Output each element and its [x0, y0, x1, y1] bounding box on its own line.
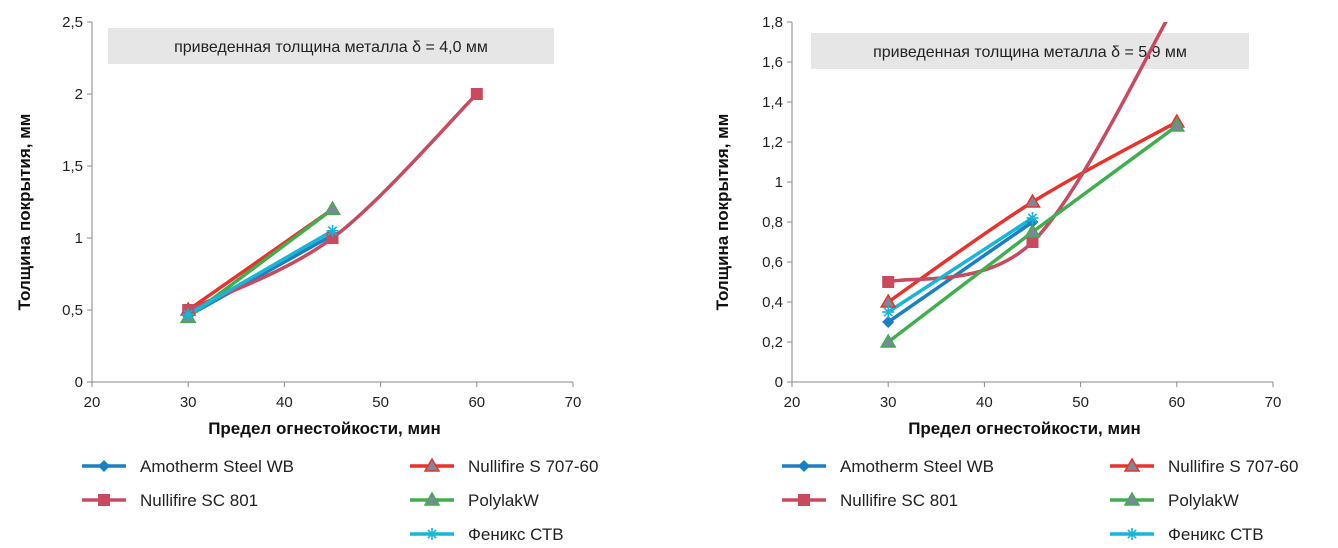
y-tick-label: 0,2	[762, 334, 783, 351]
data-point-феникс-ств	[1026, 212, 1039, 224]
data-point-amotherm-steel-wb	[882, 316, 895, 328]
x-tick-label: 40	[976, 394, 993, 411]
y-tick-label: 2,5	[62, 14, 83, 31]
data-point-polylakw	[879, 333, 897, 348]
y-axis-title: Толщина покрытия, мм	[713, 114, 732, 311]
annotation-box: приведенная толщина металла δ = 4,0 мм	[108, 28, 554, 64]
legend: Amotherm Steel WB Nullifire S 707-60 Nulli…	[82, 457, 598, 544]
legend: Amotherm Steel WB Nullifire S 707-60 Nulli…	[782, 457, 1298, 544]
x-tick-label: 70	[565, 394, 582, 411]
legend-marker	[98, 460, 110, 472]
series-line-феникс-ств	[886, 216, 1035, 314]
y-tick-label: 0,5	[62, 302, 83, 319]
legend-label: PolylakW	[1168, 491, 1239, 510]
x-tick-label: 60	[468, 394, 485, 411]
data-point-polylakw	[1168, 117, 1186, 132]
x-tick-label: 50	[372, 394, 389, 411]
y-tick-label: 1,4	[762, 94, 783, 111]
legend-label: PolylakW	[468, 491, 539, 510]
legend-item: Nullifire S 707-60	[410, 457, 598, 476]
data-point-polylakw	[1024, 223, 1041, 238]
series-line-nullifire-sc-801	[886, 22, 1168, 284]
data-point-nullifire-sc-801	[326, 232, 339, 244]
data-point-nullifire-sc-801	[1026, 236, 1039, 248]
legend-label: Nullifire SC 801	[840, 491, 958, 510]
x-tick-label: 20	[84, 394, 101, 411]
legend-marker	[1126, 528, 1138, 540]
legend-label: Феникс СТВ	[1168, 525, 1264, 544]
chart-1: 0 0,5 1 1,5 2 2,5 20 30 40 50 60 70 Предел огнестойк…	[15, 14, 598, 544]
x-tick-label: 70	[1265, 394, 1282, 411]
data-point-nullifire-sc-801	[470, 88, 483, 100]
y-tick-label: 0	[75, 374, 83, 391]
y-tick-label: 1,5	[62, 158, 83, 175]
x-tick-label: 60	[1168, 394, 1185, 411]
legend-item: Феникс СТВ	[410, 525, 564, 544]
legend-label: Nullifire S 707-60	[1168, 457, 1298, 476]
series-group	[879, 22, 1186, 348]
chart-2: 0 0,2 0,4 0,6 0,8 1 1,2 1,4 1,6 1,8 20 30 40 50 60 70 Пр…	[713, 14, 1298, 544]
x-tick-label: 30	[880, 394, 897, 411]
x-axis-title: Предел огнестойкости, мин	[908, 419, 1141, 438]
legend-item: PolylakW	[1110, 491, 1239, 510]
x-axis-title: Предел огнестойкости, мин	[208, 419, 441, 438]
legend-label: Amotherm Steel WB	[840, 457, 994, 476]
y-tick-label: 1,2	[762, 134, 783, 151]
series-line-феникс-ств	[186, 229, 335, 317]
annotation-background	[811, 33, 1249, 69]
y-tick-label: 1	[775, 174, 783, 191]
annotation-background	[108, 28, 554, 64]
annotation-text: приведенная толщина металла δ = 5,9 мм	[873, 44, 1187, 61]
series-group	[179, 88, 483, 323]
legend-item: Nullifire SC 801	[782, 491, 958, 510]
legend-label: Феникс СТВ	[468, 525, 564, 544]
annotation-box: приведенная толщина металла δ = 5,9 мм	[811, 33, 1249, 69]
y-tick-label: 0,6	[762, 254, 783, 271]
legend-marker	[426, 528, 438, 540]
legend-item: Nullifire SC 801	[82, 491, 258, 510]
legend-item: Феникс СТВ	[1110, 525, 1264, 544]
legend-marker	[798, 494, 810, 506]
data-point-polylakw	[324, 200, 341, 215]
legend-marker	[423, 457, 441, 472]
data-point-феникс-ств	[882, 306, 895, 318]
legend-item: PolylakW	[410, 491, 539, 510]
data-point-nullifire-s-707-60	[1024, 193, 1041, 208]
legend-marker	[1123, 457, 1141, 472]
legend-marker	[98, 494, 110, 506]
series-line-amotherm-steel-wb	[886, 220, 1035, 324]
y-tick-label: 0	[775, 374, 783, 391]
y-tick-label: 2	[75, 86, 83, 103]
y-tick-label: 1,8	[762, 14, 783, 31]
y-tick-label: 1	[75, 230, 83, 247]
data-point-феникс-ств	[326, 224, 339, 237]
x-tick-label: 50	[1072, 394, 1089, 411]
legend-item: Amotherm Steel WB	[82, 457, 294, 476]
y-axis-title: Толщина покрытия, мм	[15, 114, 34, 311]
legend-item: Nullifire S 707-60	[1110, 457, 1298, 476]
annotation-text: приведенная толщина металла δ = 4,0 мм	[174, 39, 488, 56]
legend-marker	[423, 491, 441, 506]
x-tick-label: 20	[784, 394, 801, 411]
legend-label: Amotherm Steel WB	[140, 457, 294, 476]
legend-marker	[798, 460, 810, 472]
legend-label: Nullifire SC 801	[140, 491, 258, 510]
x-tick-label: 40	[276, 394, 293, 411]
data-point-феникс-ств	[182, 308, 195, 321]
data-point-nullifire-sc-801	[882, 276, 895, 288]
y-tick-label: 0,8	[762, 214, 783, 231]
y-tick-label: 1,6	[762, 54, 783, 71]
legend-item: Amotherm Steel WB	[782, 457, 994, 476]
y-tick-label: 0,4	[762, 294, 783, 311]
legend-marker	[1123, 491, 1141, 506]
legend-label: Nullifire S 707-60	[468, 457, 598, 476]
x-tick-label: 30	[180, 394, 197, 411]
